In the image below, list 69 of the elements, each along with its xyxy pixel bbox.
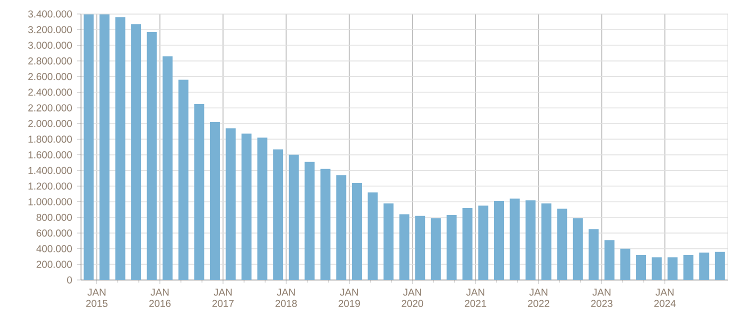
bar xyxy=(699,252,710,280)
bar xyxy=(399,214,410,280)
y-tick-label: 600.000 xyxy=(36,230,72,237)
bar xyxy=(604,240,614,280)
y-tick-label: 3.200.000 xyxy=(28,26,72,34)
bar xyxy=(636,254,646,280)
bar xyxy=(146,32,157,280)
y-tick-label: 1.400.000 xyxy=(28,166,72,174)
bar xyxy=(526,200,536,280)
bar xyxy=(304,162,315,280)
x-tick-label: JAN 2020 xyxy=(402,288,424,308)
bar xyxy=(288,154,299,280)
bar xyxy=(588,229,599,280)
y-tick-label: 400.000 xyxy=(36,245,72,252)
bar xyxy=(226,128,236,280)
y-tick-label: 0 xyxy=(67,276,72,284)
bar xyxy=(462,208,472,280)
bar xyxy=(242,134,252,280)
y-tick-label: 1.200.000 xyxy=(28,182,72,190)
y-tick-label: 2.200.000 xyxy=(28,104,72,112)
x-tick-label: JAN 2017 xyxy=(212,288,234,308)
bar xyxy=(430,218,441,280)
bar xyxy=(194,104,204,280)
bar xyxy=(557,208,568,280)
x-tick-label: JAN 2023 xyxy=(591,288,612,308)
x-tick-label: JAN 2022 xyxy=(528,288,550,308)
bar xyxy=(446,215,457,280)
bar xyxy=(714,252,725,280)
x-tick-label: JAN 2018 xyxy=(276,288,297,308)
y-tick-label: 1.600.000 xyxy=(28,151,72,158)
bar xyxy=(510,198,520,280)
bar xyxy=(210,122,220,280)
bar xyxy=(336,175,346,280)
bar xyxy=(620,248,630,280)
y-tick-label: 1.000.000 xyxy=(28,198,72,206)
y-tick-label: 1.800.000 xyxy=(28,136,72,143)
bar xyxy=(352,182,362,280)
bar xyxy=(273,149,284,280)
x-tick-label: JAN 2024 xyxy=(654,288,676,308)
bar xyxy=(668,257,678,280)
x-tick-label: JAN 2015 xyxy=(86,288,108,308)
x-tick-label: JAN 2016 xyxy=(149,288,171,308)
bar xyxy=(415,216,426,280)
bar xyxy=(384,203,394,280)
bar xyxy=(84,14,94,280)
x-tick-label: JAN 2019 xyxy=(338,288,360,308)
bar xyxy=(683,254,694,280)
y-tick-label: 2.800.000 xyxy=(28,57,72,64)
y-tick-label: 3.000.000 xyxy=(28,42,72,49)
y-tick-label: 3.400.000 xyxy=(28,10,72,18)
bar xyxy=(162,56,173,280)
bar xyxy=(368,192,378,280)
bar xyxy=(131,24,142,280)
bar xyxy=(257,138,268,280)
bar xyxy=(478,206,488,280)
bar xyxy=(494,200,504,280)
y-tick-label: 200.000 xyxy=(36,260,72,268)
bar xyxy=(541,203,552,280)
x-tick-label: JAN 2021 xyxy=(464,288,486,308)
bar xyxy=(115,17,126,280)
bar xyxy=(572,218,583,280)
y-tick-label: 2.600.000 xyxy=(28,73,72,80)
y-tick-label: 2.400.000 xyxy=(28,88,72,96)
bar xyxy=(100,14,110,280)
bar xyxy=(320,168,330,280)
bar xyxy=(652,257,662,280)
bar xyxy=(178,80,188,280)
y-tick-label: 800.000 xyxy=(36,214,72,221)
y-tick-label: 2.000.000 xyxy=(28,120,72,128)
